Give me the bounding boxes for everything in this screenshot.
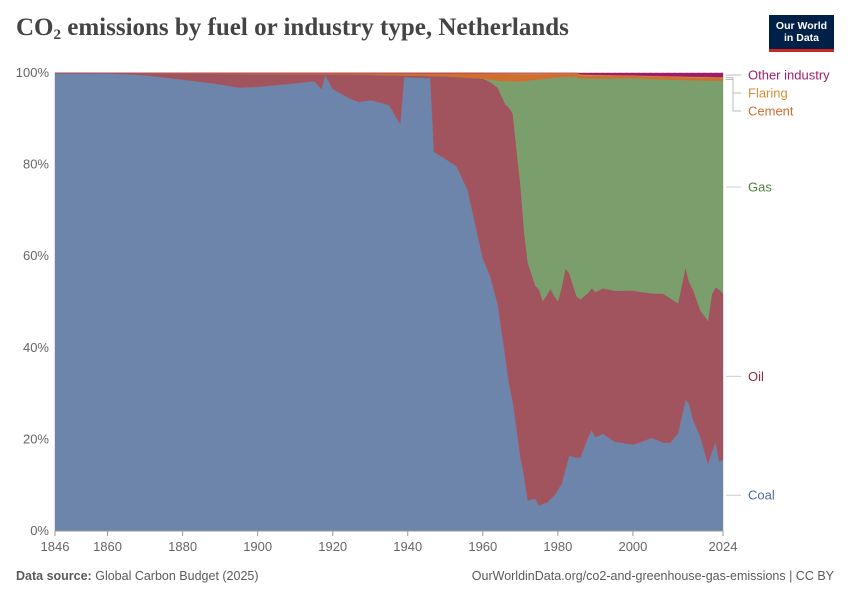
- x-tick-label: 1920: [318, 539, 347, 554]
- legend-label-other-industry: Other industry: [748, 68, 830, 83]
- x-tick-label: 1880: [168, 539, 197, 554]
- y-tick-label: 80%: [23, 157, 49, 172]
- x-tick-label: 1980: [543, 539, 572, 554]
- source-url[interactable]: OurWorldinData.org/co2-and-greenhouse-ga…: [471, 569, 834, 583]
- legend-label-flaring: Flaring: [748, 86, 788, 101]
- y-tick-label: 0%: [30, 523, 49, 538]
- data-source: Data source: Global Carbon Budget (2025): [16, 569, 259, 583]
- y-tick-label: 40%: [23, 340, 49, 355]
- legend: Other industry Flaring Cement Gas Oil Coal: [726, 68, 830, 503]
- legend-label-gas: Gas: [748, 180, 772, 195]
- owid-logo[interactable]: Our World in Data: [769, 15, 834, 52]
- x-tick-label: 1860: [93, 539, 122, 554]
- y-tick-label: 100%: [16, 65, 50, 80]
- x-tick-label: 2024: [709, 539, 738, 554]
- x-tick-label: 1960: [468, 539, 497, 554]
- legend-connector-cement: [726, 78, 741, 112]
- data-source-link[interactable]: Global Carbon Budget (2025): [95, 569, 259, 583]
- legend-label-oil: Oil: [748, 369, 764, 384]
- legend-label-coal: Coal: [748, 488, 775, 503]
- x-tick-label: 1900: [243, 539, 272, 554]
- legend-label-cement: Cement: [748, 104, 794, 119]
- stacked-areas: [54, 72, 724, 532]
- x-tick-label: 2000: [618, 539, 647, 554]
- chart-title: CO2 emissions by fuel or industry type, …: [16, 14, 569, 43]
- x-tick-label: 1940: [393, 539, 422, 554]
- y-tick-label: 20%: [23, 431, 49, 446]
- x-tick-label: 1846: [41, 539, 70, 554]
- area-other-industry: [55, 72, 724, 78]
- y-tick-label: 60%: [23, 248, 49, 263]
